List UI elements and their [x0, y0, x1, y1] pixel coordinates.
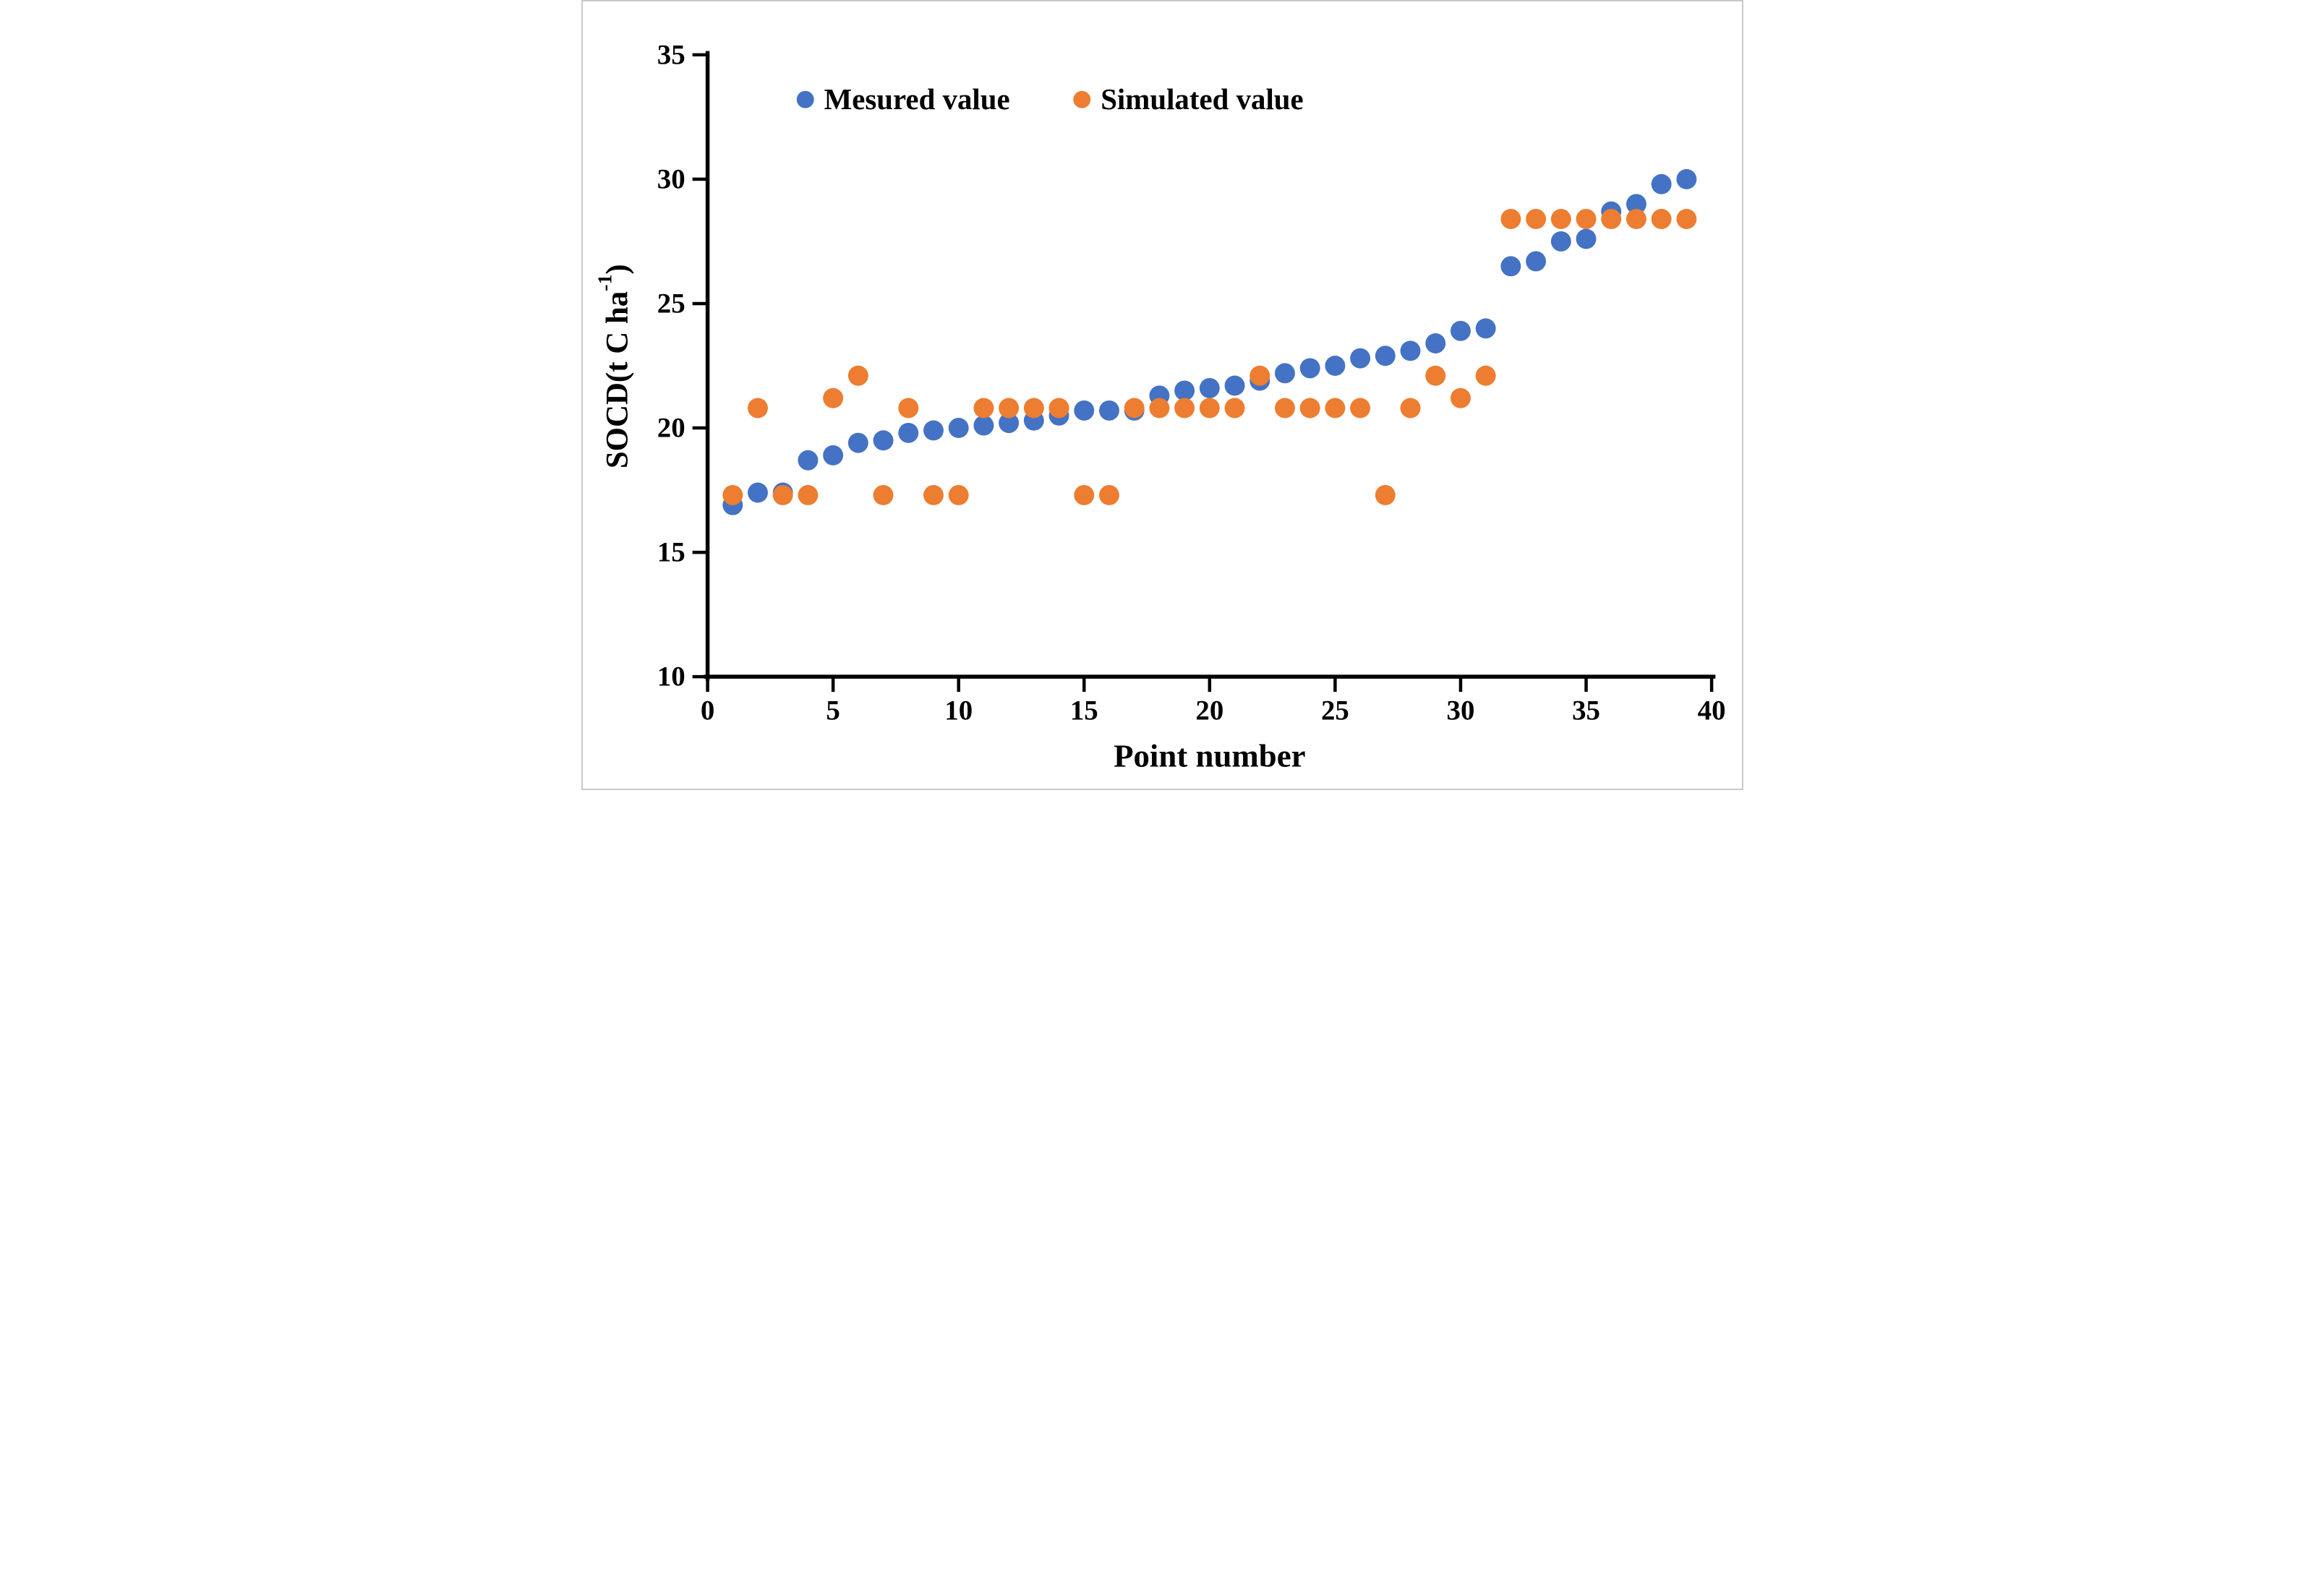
- x-tick-label: 35: [1572, 695, 1600, 726]
- data-point: [1600, 208, 1621, 229]
- scatter-chart: 10 15 20 25 30 35 0 5 10 15 20 25 30 35 40 SOCD(t C ha-…: [582, 1, 1742, 789]
- data-point: [1475, 365, 1496, 386]
- x-tick-label: 40: [1697, 695, 1725, 726]
- data-point: [1023, 398, 1044, 419]
- data-point: [1675, 168, 1696, 189]
- data-point: [1375, 484, 1396, 505]
- data-point: [923, 420, 944, 441]
- data-point: [1550, 231, 1571, 252]
- data-point: [1651, 208, 1672, 229]
- data-point: [1400, 398, 1421, 419]
- data-point: [948, 484, 969, 505]
- data-point: [1299, 358, 1320, 379]
- data-point: [722, 484, 743, 505]
- y-tick-label: 30: [657, 163, 685, 194]
- data-point: [1475, 318, 1496, 339]
- x-tick-label: 0: [700, 695, 714, 726]
- data-point: [847, 432, 868, 453]
- data-point: [1199, 377, 1220, 398]
- y-tick-label: 25: [657, 288, 685, 319]
- data-point: [1450, 387, 1471, 408]
- y-tick-label: 20: [657, 413, 685, 444]
- data-point: [1048, 398, 1069, 419]
- series-simulated: [722, 208, 1696, 505]
- y-axis-title: SOCD(t C ha-1): [593, 264, 633, 468]
- data-point: [1224, 375, 1245, 396]
- data-point: [973, 398, 994, 419]
- data-point: [797, 450, 818, 471]
- data-point: [822, 387, 843, 408]
- figure: 10 15 20 25 30 35 0 5 10 15 20 25 30 35 40 SOCD(t C ha-…: [581, 0, 1743, 790]
- data-point: [923, 484, 944, 505]
- data-point: [873, 430, 894, 451]
- data-point: [998, 413, 1019, 434]
- data-point: [1324, 356, 1345, 376]
- data-point: [1124, 398, 1145, 419]
- data-point: [897, 422, 918, 443]
- legend-marker-measured-icon: [796, 90, 814, 108]
- legend-label-simulated: Simulated value: [1101, 83, 1303, 116]
- series-measured: [722, 168, 1696, 515]
- data-point: [1424, 333, 1445, 353]
- data-point: [1500, 256, 1521, 277]
- data-point: [1450, 320, 1471, 341]
- x-tick-label: 20: [1195, 695, 1223, 726]
- data-point: [1349, 398, 1370, 419]
- y-tick-label: 15: [657, 537, 685, 568]
- data-point: [822, 445, 843, 466]
- x-tick-label: 30: [1446, 695, 1474, 726]
- data-point: [1500, 208, 1521, 229]
- data-point: [1299, 398, 1320, 419]
- data-point: [1375, 346, 1396, 366]
- data-point: [847, 365, 868, 386]
- data-point: [1625, 208, 1646, 229]
- data-point: [1174, 398, 1195, 419]
- data-point: [1199, 398, 1220, 419]
- data-point: [1400, 340, 1421, 361]
- x-tick-label: 5: [826, 695, 840, 726]
- data-point: [1576, 208, 1597, 229]
- data-point: [1098, 484, 1119, 505]
- data-point: [1651, 173, 1672, 194]
- data-point: [747, 482, 768, 503]
- x-axis-title: Point number: [1114, 737, 1306, 773]
- data-point: [1148, 398, 1169, 419]
- data-point: [1324, 398, 1345, 419]
- data-point: [772, 484, 793, 505]
- data-point: [1224, 398, 1245, 419]
- x-tick-label: 25: [1320, 695, 1349, 726]
- data-point: [1274, 363, 1295, 384]
- legend-label-measured: Mesured value: [824, 83, 1009, 116]
- data-point: [948, 418, 969, 438]
- data-point: [1073, 484, 1094, 505]
- data-point: [797, 484, 818, 505]
- data-point: [1249, 365, 1270, 386]
- data-point: [1274, 398, 1295, 419]
- data-point: [1525, 208, 1546, 229]
- data-point: [1675, 208, 1696, 229]
- legend-marker-simulated-icon: [1072, 90, 1090, 108]
- y-tick-label: 10: [657, 661, 685, 692]
- data-point: [973, 415, 994, 436]
- data-point: [1174, 380, 1195, 401]
- y-tick-label: 35: [657, 39, 685, 70]
- x-tick-label: 10: [944, 695, 973, 726]
- data-point: [1424, 365, 1445, 386]
- data-point: [747, 398, 768, 419]
- data-point: [1073, 400, 1094, 421]
- data-point: [897, 398, 918, 419]
- data-point: [998, 398, 1019, 419]
- data-point: [1576, 228, 1597, 249]
- data-point: [873, 484, 894, 505]
- data-point: [1525, 251, 1546, 272]
- x-tick-label: 15: [1069, 695, 1098, 726]
- data-point: [1625, 194, 1646, 215]
- data-point: [1550, 208, 1571, 229]
- data-point: [1098, 400, 1119, 421]
- data-point: [1349, 348, 1370, 369]
